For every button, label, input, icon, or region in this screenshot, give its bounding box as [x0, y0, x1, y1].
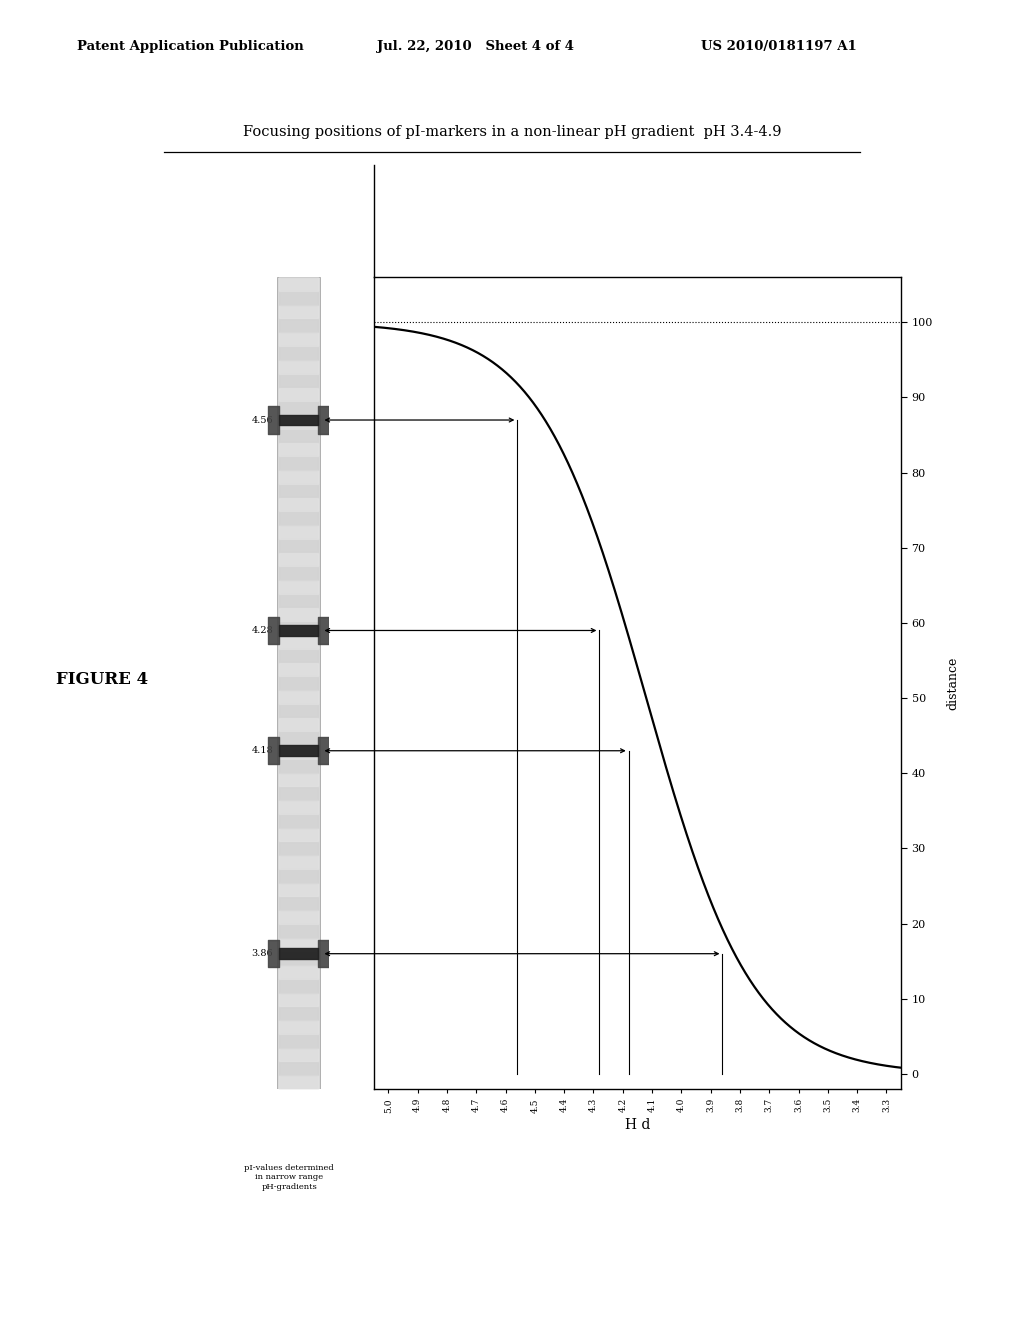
Text: 4.18: 4.18: [252, 746, 273, 755]
X-axis label: H d: H d: [625, 1118, 650, 1133]
Text: US 2010/0181197 A1: US 2010/0181197 A1: [701, 40, 857, 53]
Text: FIGURE 4: FIGURE 4: [56, 672, 148, 688]
Text: 3.86: 3.86: [252, 949, 273, 958]
Text: Focusing positions of pI-markers in a non-linear pH gradient  pH 3.4-4.9: Focusing positions of pI-markers in a no…: [243, 125, 781, 139]
Text: Jul. 22, 2010   Sheet 4 of 4: Jul. 22, 2010 Sheet 4 of 4: [377, 40, 573, 53]
Text: 4.28: 4.28: [252, 626, 273, 635]
Bar: [276, 277, 319, 1089]
Y-axis label: distance: distance: [947, 656, 959, 710]
Text: 4.56: 4.56: [252, 416, 273, 425]
Text: pI-values determined
in narrow range
pH-gradients: pI-values determined in narrow range pH-…: [245, 1164, 334, 1191]
Text: Patent Application Publication: Patent Application Publication: [77, 40, 303, 53]
